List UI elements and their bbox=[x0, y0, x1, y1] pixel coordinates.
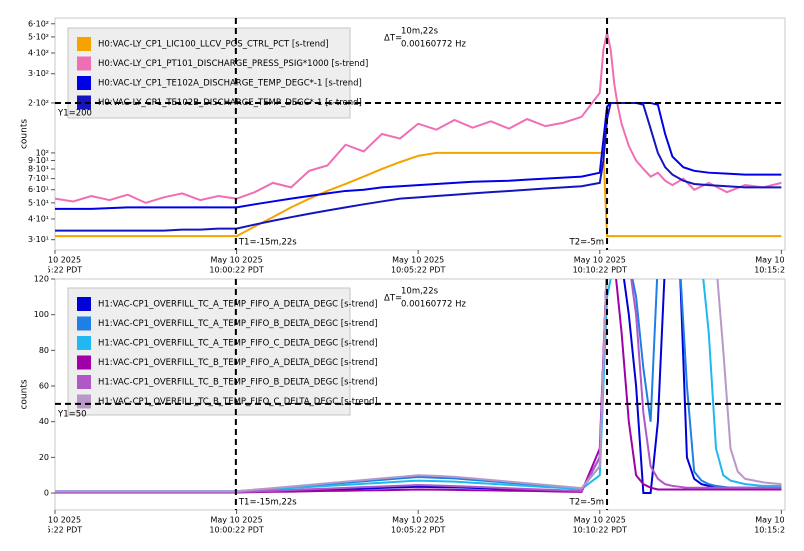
x-tick-label: May 10 2025 bbox=[29, 256, 81, 265]
legend-swatch bbox=[77, 375, 91, 389]
cursor-label: T1=-15m,22s bbox=[238, 498, 297, 508]
legend-label: H1:VAC-CP1_OVERFILL_TC_A_TEMP_FIFO_B_DEL… bbox=[98, 319, 378, 329]
y-tick-label: 8·10¹ bbox=[28, 164, 49, 173]
y-axis-label: counts bbox=[20, 379, 30, 409]
series-line bbox=[55, 151, 782, 238]
legend-swatch bbox=[77, 355, 91, 370]
y-tick-label: 7·10¹ bbox=[28, 174, 49, 183]
legend-label: H1:VAC-CP1_OVERFILL_TC_B_TEMP_FIFO_C_DEL… bbox=[98, 397, 378, 407]
y-tick-label: 80 bbox=[39, 346, 49, 355]
legend-label: H1:VAC-CP1_OVERFILL_TC_B_TEMP_FIFO_B_DEL… bbox=[98, 378, 378, 388]
cursor-label: Y1=200 bbox=[57, 108, 92, 118]
plot-frame bbox=[54, 278, 786, 511]
delta-label: ΔT= bbox=[384, 294, 402, 304]
x-tick-label: 10:05:22 PDT bbox=[391, 266, 445, 275]
delta-time: 10m,22s bbox=[401, 27, 439, 37]
delta-label: ΔT= bbox=[384, 34, 402, 44]
delta-freq: 0.00160772 Hz bbox=[401, 300, 466, 310]
cursor-label: Y1=50 bbox=[57, 409, 87, 419]
y-tick-label: 9·10¹ bbox=[28, 156, 49, 165]
delta-freq: 0.00160772 Hz bbox=[401, 40, 466, 50]
y-tick-label: 3·10² bbox=[28, 69, 49, 78]
x-tick-label: 10:15:22 PDT bbox=[754, 526, 804, 535]
y-tick-label: 4·10¹ bbox=[28, 214, 49, 223]
x-tick-label: 10:10:22 PDT bbox=[573, 526, 627, 535]
legend-swatch bbox=[77, 394, 91, 409]
legend-label: H0:VAC-LY_CP1_PT101_DISCHARGE_PRESS_PSIG… bbox=[98, 59, 368, 69]
series-line bbox=[55, 32, 782, 204]
x-tick-label: 10:00:22 PDT bbox=[209, 266, 263, 275]
x-tick-label: 09:55:22 PDT bbox=[28, 526, 82, 535]
y-tick-label: 4·10² bbox=[28, 48, 49, 57]
x-tick-label: 10:10:22 PDT bbox=[573, 266, 627, 275]
legend-label: H0:VAC-LY_CP1_TE102A_DISCHARGE_TEMP_DEGC… bbox=[98, 79, 362, 89]
legend: H0:VAC-LY_CP1_LIC100_LLCV_POS_CTRL_PCT [… bbox=[67, 27, 368, 119]
y-tick-label: 20 bbox=[39, 453, 49, 462]
legend-label: H0:VAC-LY_CP1_LIC100_LLCV_POS_CTRL_PCT [… bbox=[98, 40, 329, 50]
y-tick-label: 10² bbox=[36, 148, 49, 157]
x-tick-label: May 10 2025 bbox=[574, 256, 626, 265]
y-tick-label: 100 bbox=[34, 310, 49, 319]
legend-label: H1:VAC-CP1_OVERFILL_TC_A_TEMP_FIFO_A_DEL… bbox=[98, 300, 378, 310]
x-tick-label: 09:55:22 PDT bbox=[28, 266, 82, 275]
x-tick-label: May 10 2025 bbox=[755, 516, 804, 525]
y-tick-label: 0 bbox=[44, 489, 49, 498]
legend-label: H1:VAC-CP1_OVERFILL_TC_B_TEMP_FIFO_A_DEL… bbox=[98, 358, 378, 368]
cursor-label: T2=-5m bbox=[569, 498, 604, 508]
x-tick-label: May 10 2025 bbox=[29, 516, 81, 525]
x-tick-label: 10:15:22 PDT bbox=[754, 266, 804, 275]
series-line bbox=[55, 101, 782, 210]
series-group bbox=[55, 32, 782, 238]
legend: H1:VAC-CP1_OVERFILL_TC_A_TEMP_FIFO_A_DEL… bbox=[67, 287, 378, 416]
x-tick-label: May 10 2025 bbox=[211, 516, 263, 525]
cursor-label: T1=-15m,22s bbox=[238, 238, 297, 248]
cursor-label: T2=-5m bbox=[569, 238, 604, 248]
plot-frame bbox=[54, 17, 786, 251]
legend-swatch bbox=[77, 95, 91, 110]
y-tick-label: 120 bbox=[34, 275, 49, 284]
x-tick-label: May 10 2025 bbox=[211, 256, 263, 265]
y-axis-label: counts bbox=[20, 119, 30, 149]
legend-label: H1:VAC-CP1_OVERFILL_TC_A_TEMP_FIFO_C_DEL… bbox=[98, 339, 378, 349]
y-tick-label: 3·10¹ bbox=[28, 235, 49, 244]
x-tick-label: May 10 2025 bbox=[755, 256, 804, 265]
y-tick-label: 6·10² bbox=[28, 19, 49, 28]
legend-swatch bbox=[77, 76, 91, 90]
y-tick-label: 40 bbox=[39, 417, 49, 426]
legend-swatch bbox=[77, 316, 91, 331]
y-tick-label: 6·10¹ bbox=[28, 185, 49, 194]
legend-swatch bbox=[77, 56, 91, 71]
y-tick-label: 60 bbox=[39, 382, 49, 391]
x-tick-label: May 10 2025 bbox=[392, 256, 444, 265]
y-tick-label: 5·10¹ bbox=[28, 198, 49, 207]
delta-time: 10m,22s bbox=[401, 287, 439, 297]
y-tick-label: 5·10² bbox=[28, 32, 49, 41]
x-tick-label: May 10 2025 bbox=[392, 516, 444, 525]
legend-swatch bbox=[77, 297, 91, 311]
x-tick-label: 10:05:22 PDT bbox=[391, 526, 445, 535]
legend-box bbox=[67, 287, 351, 416]
y-tick-label: 2·10² bbox=[28, 98, 49, 107]
series-line bbox=[55, 101, 782, 232]
legend-swatch bbox=[77, 37, 91, 51]
x-tick-label: May 10 2025 bbox=[574, 516, 626, 525]
x-tick-label: 10:00:22 PDT bbox=[209, 526, 263, 535]
series-group bbox=[55, 279, 782, 495]
series-line bbox=[55, 279, 782, 493]
legend-swatch bbox=[77, 336, 91, 350]
